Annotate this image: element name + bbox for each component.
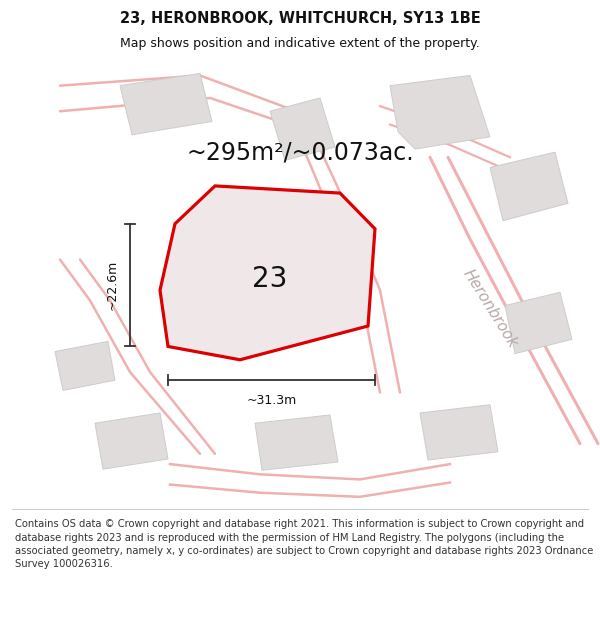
Polygon shape	[390, 76, 490, 149]
Polygon shape	[160, 186, 375, 360]
Text: ~295m²/~0.073ac.: ~295m²/~0.073ac.	[186, 140, 414, 164]
Text: 23: 23	[253, 266, 288, 294]
Polygon shape	[95, 413, 168, 469]
Text: Heronbrook: Heronbrook	[460, 267, 520, 351]
Polygon shape	[120, 73, 212, 135]
Text: ~22.6m: ~22.6m	[106, 260, 119, 310]
Polygon shape	[270, 98, 335, 161]
Polygon shape	[255, 415, 338, 470]
Text: ~31.3m: ~31.3m	[247, 394, 296, 407]
Polygon shape	[55, 341, 115, 391]
Polygon shape	[420, 405, 498, 460]
Text: Contains OS data © Crown copyright and database right 2021. This information is : Contains OS data © Crown copyright and d…	[15, 519, 593, 569]
Polygon shape	[490, 152, 568, 221]
Text: Map shows position and indicative extent of the property.: Map shows position and indicative extent…	[120, 36, 480, 49]
Polygon shape	[505, 292, 572, 354]
Text: 23, HERONBROOK, WHITCHURCH, SY13 1BE: 23, HERONBROOK, WHITCHURCH, SY13 1BE	[119, 11, 481, 26]
